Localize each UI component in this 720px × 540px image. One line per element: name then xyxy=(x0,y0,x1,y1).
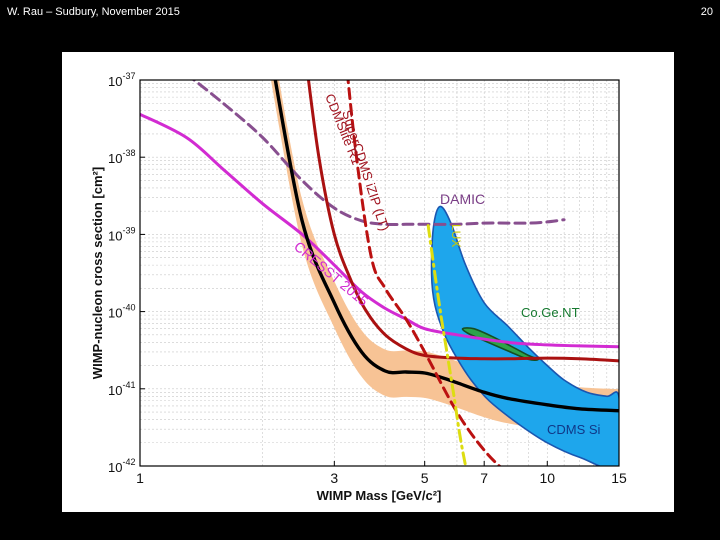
y-axis-label: WIMP-nucleon cross section [cm²] xyxy=(90,167,105,379)
exclusion-plot: 1 3 5 7 10 15 10-4210-4110-4010-3910-3810-37 … xyxy=(90,71,627,503)
series-line-cdmslite-r1 xyxy=(306,80,619,363)
series-line-lux xyxy=(426,224,468,466)
slide-header-left: W. Rau – Sudbury, November 2015 xyxy=(7,6,180,18)
x-tick-label: 1 xyxy=(136,470,144,486)
plot-frame xyxy=(139,79,620,467)
series-line-damic xyxy=(191,80,566,227)
y-tick-label: 10-38 xyxy=(108,148,135,166)
x-tick-label: 15 xyxy=(611,470,627,486)
series-line-supercdms-izip-lt xyxy=(346,80,502,466)
annotation-cdms-si: CDMS Si xyxy=(547,422,601,437)
annotation-lux: LUX xyxy=(449,224,463,247)
x-tick-label: 10 xyxy=(539,470,555,486)
annotation-damic: DAMIC xyxy=(440,191,485,207)
slide-page-number: 20 xyxy=(700,6,713,18)
y-tick-label: 10-37 xyxy=(108,71,135,89)
y-tick-label: 10-41 xyxy=(108,380,135,398)
series-line-black-band-optimum-interval-limit xyxy=(273,80,619,413)
y-tick-label: 10-40 xyxy=(108,303,135,321)
x-axis-label: WIMP Mass [GeV/c²] xyxy=(317,488,442,503)
y-tick-label: 10-42 xyxy=(108,457,135,475)
y-tick-label: 10-39 xyxy=(108,225,135,243)
annotation-cogent: Co.Ge.NT xyxy=(521,305,580,320)
x-tick-label: 3 xyxy=(330,470,338,486)
series-line-cresst-2015 xyxy=(140,112,619,349)
x-tick-label: 7 xyxy=(480,470,488,486)
x-tick-label: 5 xyxy=(421,470,429,486)
chart-panel: 1 3 5 7 10 15 10-42 10-41 10-40 10-39 10-38 10-37 … xyxy=(62,52,674,512)
